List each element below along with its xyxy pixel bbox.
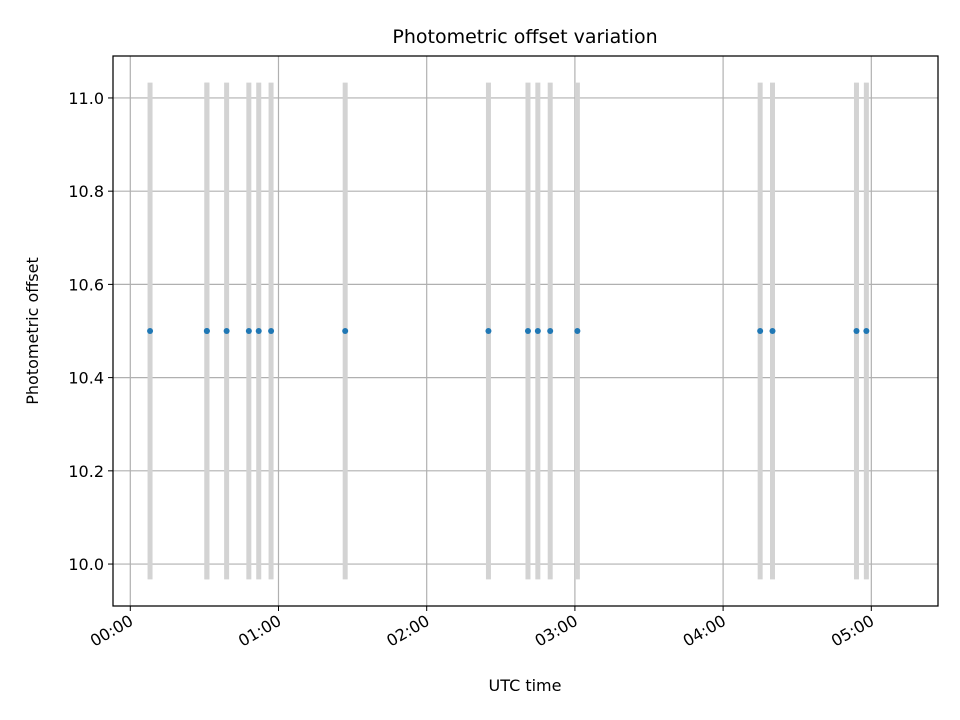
data-point	[524, 328, 531, 334]
data-point	[147, 328, 154, 334]
data-point	[245, 328, 252, 334]
data-point	[268, 328, 275, 334]
y-tick-label: 10.0	[68, 555, 104, 574]
data-point	[863, 328, 870, 334]
y-tick-label: 11.0	[68, 89, 104, 108]
data-points	[147, 328, 870, 334]
data-point	[547, 328, 554, 334]
data-point	[485, 328, 492, 334]
data-point	[223, 328, 230, 334]
y-axis-title: Photometric offset	[23, 257, 42, 405]
y-tick-label: 10.6	[68, 275, 104, 294]
data-point	[342, 328, 349, 334]
y-tick-label: 10.2	[68, 462, 104, 481]
data-point	[534, 328, 541, 334]
plot-frame	[112, 55, 939, 607]
data-point	[853, 328, 860, 334]
chart-title: Photometric offset variation	[392, 26, 657, 48]
data-point	[574, 328, 581, 334]
y-axis-ticks: 10.0 10.2 10.4 10.6 10.8 11.0	[68, 89, 113, 574]
data-point	[203, 328, 210, 334]
data-point	[757, 328, 764, 334]
x-axis-title: UTC time	[489, 676, 562, 695]
y-tick-label: 10.4	[68, 369, 104, 388]
data-point	[255, 328, 262, 334]
data-point	[769, 328, 776, 334]
y-tick-label: 10.8	[68, 182, 104, 201]
